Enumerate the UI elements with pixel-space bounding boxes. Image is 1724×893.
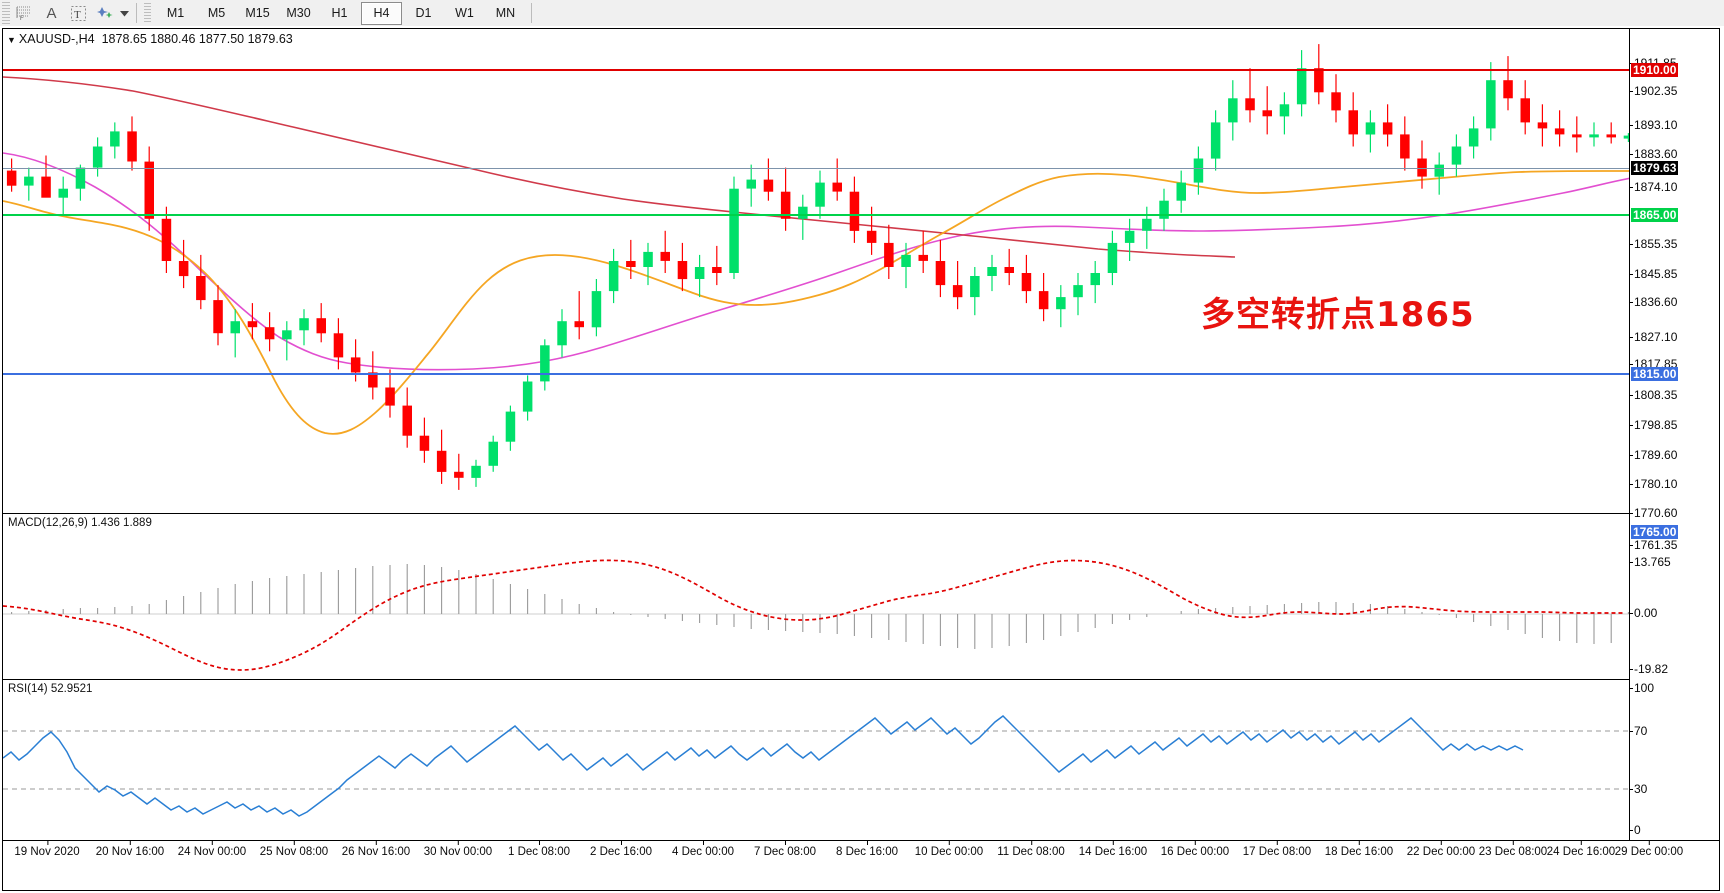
chart-frame: ▼ XAUUSD-,H4 1878.65 1880.46 1877.50 1879… (2, 28, 1720, 891)
price-tick: 1808.35 (1628, 388, 1678, 402)
time-tick: 29 Dec 00:00 (1614, 840, 1684, 858)
rsi-pane[interactable]: RSI(14) 52.9521 (3, 679, 1629, 840)
time-tick: 1 Dec 08:00 (507, 840, 571, 858)
text-box-icon[interactable]: T (65, 1, 92, 25)
macd-axis-tick: 13.765 (1629, 555, 1671, 569)
time-axis[interactable]: 19 Nov 2020 20 Nov 16:00 24 Nov 00:00 25… (3, 840, 1719, 890)
price-tick: 1789.60 (1628, 448, 1678, 462)
level-line-1815[interactable] (3, 373, 1629, 375)
time-tick: 4 Dec 00:00 (671, 840, 735, 858)
crosshair-bars-icon[interactable]: F (11, 1, 38, 25)
macd-axis-tick: 0.00 (1628, 606, 1658, 620)
level-line-1865[interactable] (3, 214, 1629, 216)
macd-pane[interactable]: MACD(12,26,9) 1.436 1.889 (3, 513, 1629, 678)
price-badge-1865[interactable]: 1865.00 (1631, 208, 1679, 222)
timeframe-m15[interactable]: M15 (245, 6, 270, 20)
macd-series (3, 559, 1629, 671)
time-tick: 22 Dec 00:00 (1406, 840, 1476, 858)
price-tick: 1827.10 (1628, 330, 1678, 344)
price-tick: 1836.60 (1628, 295, 1678, 309)
collapse-triangle-icon[interactable]: ▼ (7, 35, 16, 45)
time-tick: 19 Nov 2020 (14, 840, 80, 858)
rsi-value-line (3, 715, 1524, 817)
objects-dropdown-icon[interactable] (117, 1, 131, 25)
timeframe-d1[interactable]: D1 (415, 6, 432, 20)
price-badge-1765[interactable]: 1765.00 (1631, 525, 1679, 539)
price-tick: 1770.60 (1628, 506, 1678, 520)
price-tick: 1902.35 (1628, 84, 1678, 98)
candle-group (6, 44, 1629, 490)
toolbar-separator-2 (531, 3, 532, 23)
macd-signal-line (3, 559, 1623, 671)
text-label-icon[interactable]: A (38, 1, 65, 25)
time-tick: 16 Dec 00:00 (1160, 840, 1230, 858)
price-tick: 1845.85 (1628, 267, 1678, 281)
timeframe-m30[interactable]: M30 (286, 6, 311, 20)
timeframe-mn[interactable]: MN (495, 6, 516, 20)
rsi-axis-tick: 70 (1628, 724, 1648, 738)
level-line-1910[interactable] (3, 69, 1629, 71)
time-tick: 17 Dec 08:00 (1242, 840, 1312, 858)
time-tick: 26 Nov 16:00 (341, 840, 411, 858)
timeframe-h4[interactable]: H4 (361, 1, 402, 25)
chart-annotation[interactable]: 多空转折点1865 (1201, 295, 1475, 335)
rsi-label: RSI(14) 52.9521 (8, 683, 93, 695)
objects-icon[interactable] (92, 1, 119, 25)
price-badge-1815[interactable]: 1815.00 (1631, 367, 1679, 381)
time-tick: 20 Nov 16:00 (95, 840, 165, 858)
time-tick: 11 Dec 08:00 (997, 840, 1065, 858)
time-tick: 25 Nov 08:00 (259, 840, 329, 858)
time-tick: 24 Nov 00:00 (177, 840, 247, 858)
time-tick: 2 Dec 16:00 (589, 840, 653, 858)
timeframe-w1[interactable]: W1 (455, 6, 474, 20)
price-tick: 1883.60 (1628, 147, 1678, 161)
level-line-1879[interactable] (3, 168, 1629, 169)
time-tick: 10 Dec 00:00 (914, 840, 984, 858)
ma-red-line (3, 76, 1236, 258)
rsi-series (3, 715, 1629, 817)
text-label-glyph: A (46, 4, 57, 22)
macd-label: MACD(12,26,9) 1.436 1.889 (8, 517, 152, 529)
time-tick: 30 Nov 00:00 (423, 840, 493, 858)
ma-magenta-line (3, 152, 1629, 371)
price-tick: 1761.35 (1628, 538, 1678, 552)
timeframe-h1[interactable]: H1 (331, 6, 348, 20)
price-badge-1910[interactable]: 1910.00 (1631, 63, 1679, 77)
time-tick: 8 Dec 16:00 (835, 840, 899, 858)
symbol-label: XAUUSD-,H4 (18, 32, 95, 46)
rsi-axis-tick: 30 (1628, 782, 1648, 796)
price-badge-current[interactable]: 1879.63 (1631, 161, 1679, 175)
timeframe-m5[interactable]: M5 (207, 6, 226, 20)
price-axis[interactable]: 1911.85 1902.35 1893.10 1883.60 1874.10 … (1628, 29, 1719, 840)
time-tick: 14 Dec 16:00 (1078, 840, 1148, 858)
price-tick: 1855.35 (1628, 237, 1678, 251)
main-toolbar: F A T M1 M5 M15 M30 H1 H4 D1 W1 MN (0, 0, 1724, 27)
time-tick: 24 Dec 16:00 (1546, 840, 1616, 858)
timeframe-m1[interactable]: M1 (166, 6, 185, 20)
svg-text:T: T (74, 9, 81, 21)
price-pane[interactable]: ▼ XAUUSD-,H4 1878.65 1880.46 1877.50 1879… (3, 29, 1629, 511)
price-tick: 1893.10 (1628, 118, 1678, 132)
toolbar-separator (136, 3, 137, 23)
svg-text:F: F (20, 16, 24, 21)
chart-window: ▼ XAUUSD-,H4 1878.65 1880.46 1877.50 1879… (0, 26, 1724, 893)
price-tick: 1798.85 (1628, 418, 1678, 432)
symbol-ohlc-row: ▼ XAUUSD-,H4 1878.65 1880.46 1877.50 1879… (7, 32, 293, 46)
macd-axis-tick: -19.82 (1628, 662, 1669, 676)
price-tick: 1780.10 (1628, 477, 1678, 491)
time-tick: 23 Dec 08:00 (1478, 840, 1548, 858)
macd-histogram (11, 564, 1629, 649)
time-tick: 7 Dec 08:00 (753, 840, 817, 858)
rsi-axis-tick: 100 (1628, 681, 1655, 695)
price-tick: 1874.10 (1628, 180, 1678, 194)
rsi-axis-tick: 0 (1629, 823, 1641, 837)
candlestick-series (3, 44, 1629, 490)
toolbar-grip[interactable] (2, 2, 10, 24)
time-tick: 18 Dec 16:00 (1324, 840, 1394, 858)
ohlc-values: 1878.65 1880.46 1877.50 1879.63 (101, 32, 293, 46)
ma-orange-line (3, 170, 1629, 435)
timeframe-grip[interactable] (144, 3, 151, 23)
